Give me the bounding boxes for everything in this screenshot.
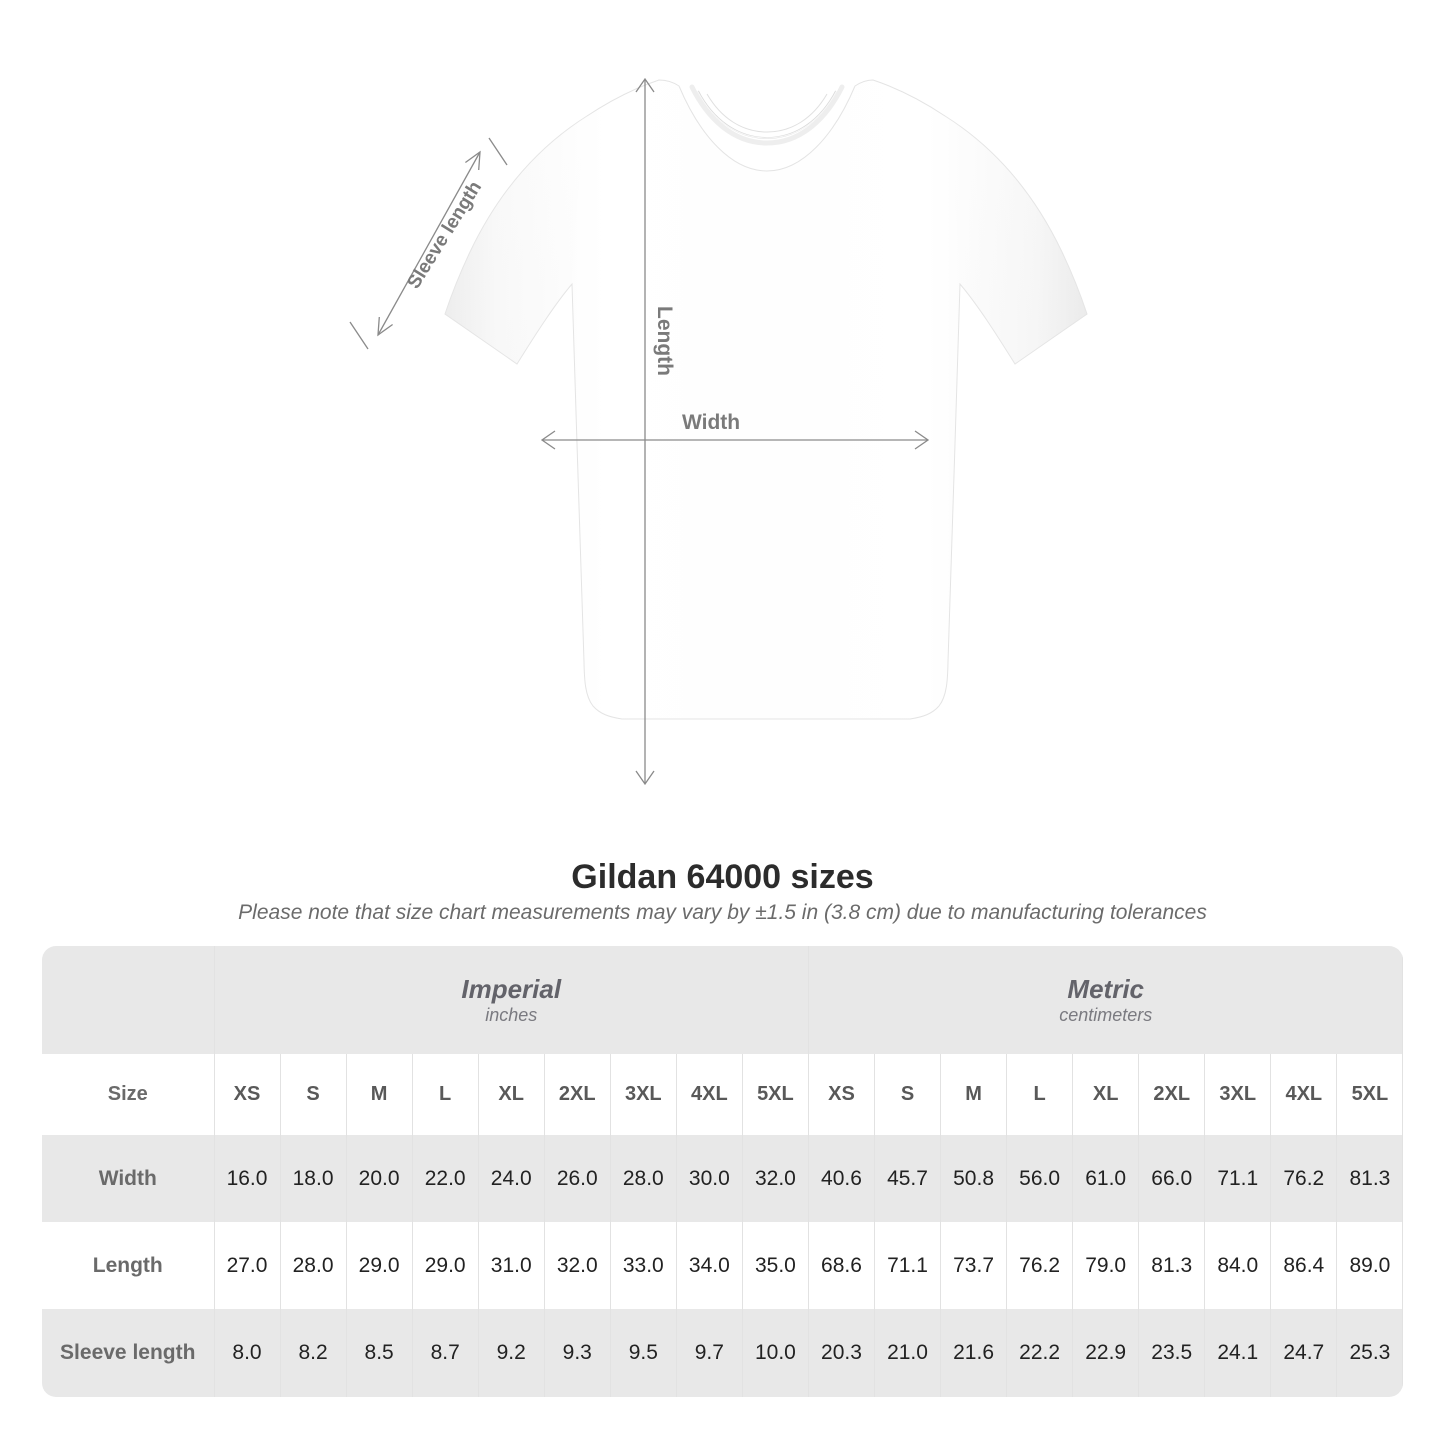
svg-text:Length: Length <box>653 306 676 376</box>
svg-text:Sleeve length: Sleeve length <box>403 178 486 293</box>
svg-text:Width: Width <box>682 411 740 434</box>
